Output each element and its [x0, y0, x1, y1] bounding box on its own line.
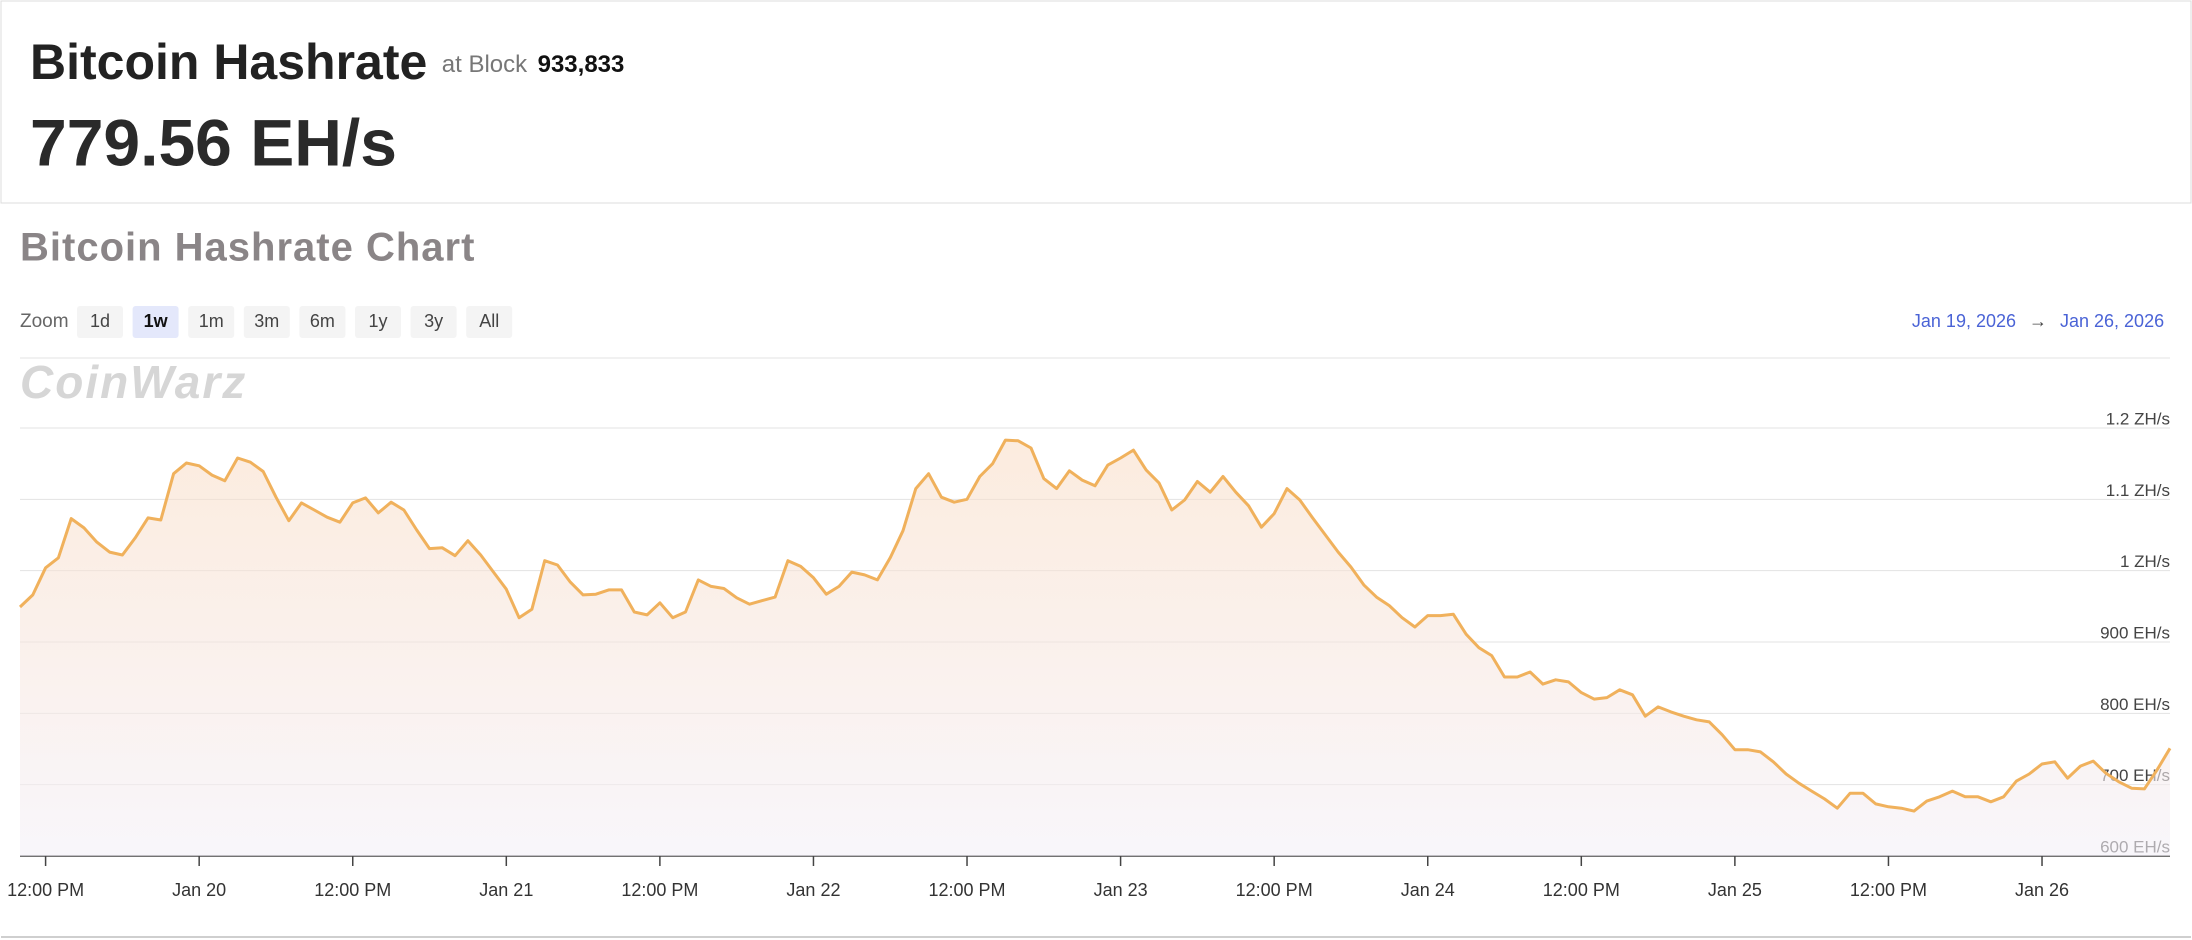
zoom-button-label[interactable]: 3m	[254, 311, 279, 331]
zoom-button-label[interactable]: 3y	[424, 311, 443, 331]
zoom-button[interactable]	[355, 306, 401, 338]
range-from[interactable]: Jan 19, 2026	[1912, 311, 2016, 331]
hashrate-value: 779.56 EH/s	[30, 105, 397, 179]
zoom-button-label[interactable]: 1y	[368, 311, 387, 331]
zoom-button-label[interactable]: 1d	[90, 311, 110, 331]
x-tick-label: 12:00 PM	[7, 880, 84, 900]
x-tick-label: 12:00 PM	[314, 880, 391, 900]
x-tick-label: Jan 21	[479, 880, 533, 900]
zoom-button[interactable]	[299, 306, 346, 338]
zoom-button-label[interactable]: 6m	[310, 311, 335, 331]
zoom-button[interactable]	[410, 306, 457, 338]
hashrate-line	[18, 438, 2172, 813]
x-tick-label: 12:00 PM	[1543, 880, 1620, 900]
y-tick-label: 900 EH/s	[2100, 623, 2170, 642]
zoom-button[interactable]	[188, 306, 235, 338]
zoom-button-label[interactable]: 1w	[144, 311, 169, 331]
x-tick-label: Jan 25	[1708, 880, 1762, 900]
range-to[interactable]: Jan 26, 2026	[2060, 311, 2164, 331]
y-tick-label: 1 ZH/s	[2120, 552, 2170, 571]
x-tick-label: 12:00 PM	[1850, 880, 1927, 900]
x-tick-label: 12:00 PM	[621, 880, 698, 900]
zoom-label: Zoom	[20, 311, 69, 332]
x-tick-label: Jan 23	[1094, 880, 1148, 900]
x-tick-label: Jan 24	[1401, 880, 1455, 900]
x-tick-label: 12:00 PM	[929, 880, 1006, 900]
y-tick-label: 800 EH/s	[2100, 695, 2170, 714]
y-tick-label: 1.2 ZH/s	[2106, 409, 2170, 428]
x-tick-label: Jan 26	[2015, 880, 2069, 900]
x-tick-label: Jan 22	[786, 880, 840, 900]
x-tick-label: Jan 20	[172, 880, 226, 900]
range-arrow: →	[2029, 311, 2047, 331]
area-fill	[20, 440, 2170, 856]
block-prefix: at Block	[442, 51, 528, 78]
zoom-button[interactable]	[466, 306, 513, 338]
zoom-button-label[interactable]: 1m	[199, 311, 224, 331]
zoom-button-label[interactable]: All	[479, 311, 499, 331]
block-number: 933,833	[538, 51, 625, 78]
zoom-button[interactable]	[77, 306, 123, 338]
y-tick-label: 1.1 ZH/s	[2106, 481, 2170, 500]
zoom-button[interactable]	[132, 306, 179, 338]
zoom-button[interactable]	[243, 306, 290, 338]
header-line: Bitcoin Hashrate at Block 933,833	[30, 34, 624, 90]
header-box	[0, 0, 2192, 204]
header-title: Bitcoin Hashrate	[30, 34, 427, 90]
x-tick-label: 12:00 PM	[1236, 880, 1313, 900]
watermark: CoinWarz	[20, 356, 247, 408]
chart-title: Bitcoin Hashrate Chart	[20, 226, 475, 270]
